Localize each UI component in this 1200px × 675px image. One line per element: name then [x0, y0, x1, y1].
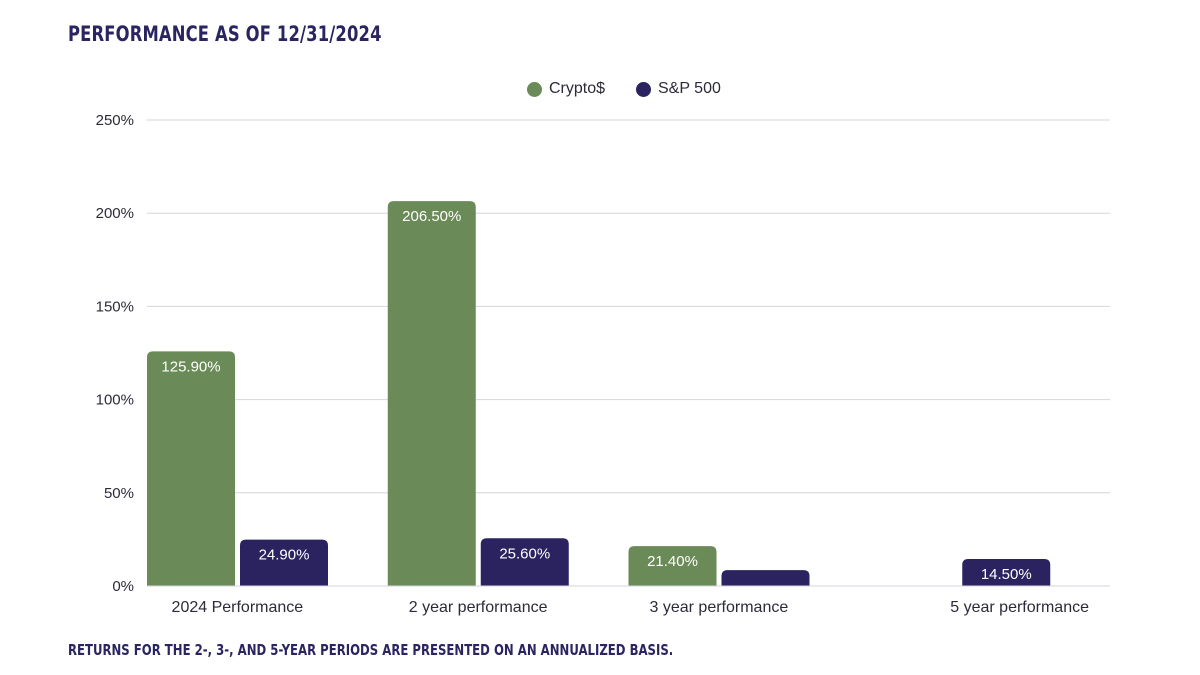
- legend-swatch-crypto: [527, 81, 542, 97]
- data-label: 14.50%: [981, 566, 1032, 583]
- legend-label-sp500: S&P 500: [658, 80, 721, 97]
- bar-sp500: [480, 538, 569, 586]
- y-tick-label: 150%: [96, 298, 134, 315]
- bar-crypto: [387, 201, 476, 587]
- data-label: 21.40%: [647, 553, 698, 570]
- legend-swatch-sp500: [636, 81, 651, 97]
- y-tick-label: 100%: [96, 392, 134, 409]
- bar-sp500: [240, 539, 328, 586]
- data-label: 206.50%: [402, 208, 461, 225]
- legend-item-sp500: S&P 500: [636, 80, 721, 98]
- data-label: 25.60%: [499, 545, 550, 562]
- data-label: 125.90%: [161, 358, 220, 375]
- y-tick-label: 50%: [104, 485, 134, 502]
- bar-sp500: [721, 570, 810, 586]
- x-category-label: 5 year performance: [950, 599, 1089, 616]
- bar-sp500: [962, 558, 1051, 586]
- legend-item-crypto: Crypto$: [527, 80, 605, 98]
- x-category-label: 2024 Performance: [172, 599, 304, 616]
- legend: Crypto$ S&P 500: [0, 80, 1200, 102]
- bar-crypto: [628, 546, 717, 586]
- chart-title: PERFORMANCE AS OF 12/31/2024: [68, 22, 382, 46]
- x-category-label: 2 year performance: [409, 599, 548, 616]
- x-category-label: 3 year performance: [650, 599, 789, 616]
- data-label: 24.90%: [259, 547, 310, 564]
- legend-label-crypto: Crypto$: [549, 80, 606, 97]
- y-tick-label: 250%: [96, 112, 134, 129]
- footnote: RETURNS FOR THE 2-, 3-, AND 5-YEAR PERIO…: [68, 641, 674, 659]
- bar-crypto: [147, 351, 235, 586]
- y-tick-label: 0%: [112, 578, 134, 595]
- y-tick-label: 200%: [96, 205, 134, 222]
